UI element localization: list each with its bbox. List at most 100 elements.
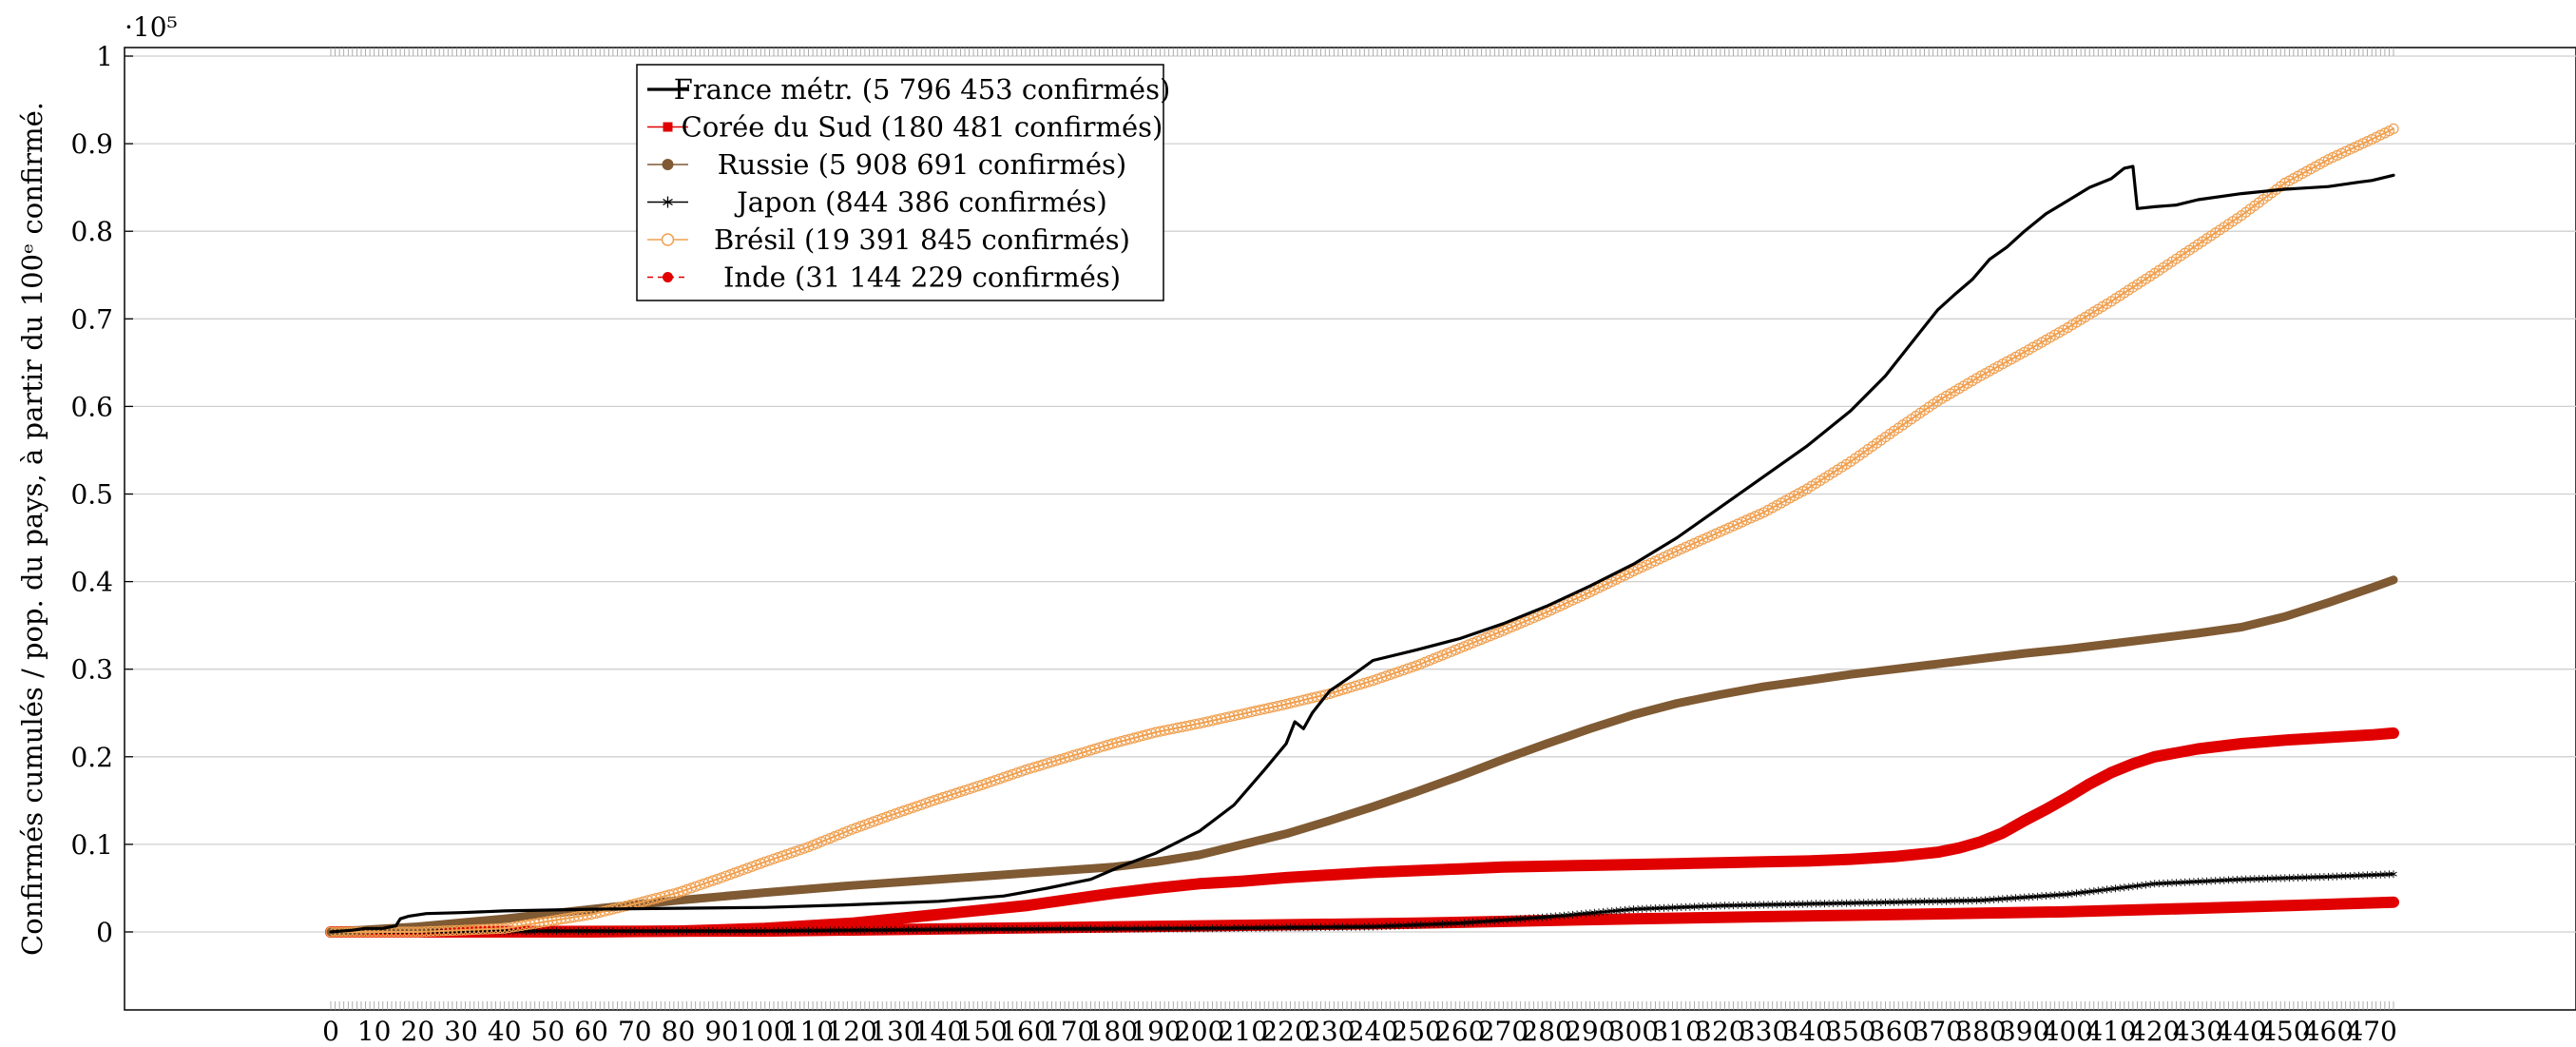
y-tick-label-1: 0.1 bbox=[70, 829, 113, 861]
y-tick-label-4: 0.4 bbox=[70, 567, 113, 598]
x-tick-label-22: 220 bbox=[1260, 1016, 1311, 1047]
series-layer bbox=[325, 123, 2399, 938]
x-tick-label-13: 130 bbox=[870, 1016, 920, 1047]
y-tick-label-7: 0.7 bbox=[70, 303, 113, 335]
y-tick-label-8: 0.8 bbox=[70, 216, 113, 247]
x-tick-label-1: 10 bbox=[357, 1016, 392, 1047]
marker bbox=[503, 921, 514, 934]
legend-label-2: Russie (5 908 691 confirmés) bbox=[718, 148, 1127, 181]
series-line-5 bbox=[325, 727, 2399, 938]
x-tick-label-38: 380 bbox=[1955, 1016, 2006, 1047]
marker bbox=[469, 923, 480, 936]
marker bbox=[486, 923, 497, 935]
legend-entry-4: Brésil (19 391 845 confirmés) bbox=[647, 223, 1130, 256]
x-tick-label-16: 160 bbox=[1000, 1016, 1050, 1047]
x-tick-label-42: 420 bbox=[2129, 1016, 2180, 1047]
marker bbox=[420, 925, 433, 938]
x-tick-label-24: 240 bbox=[1348, 1016, 1398, 1047]
series-4 bbox=[325, 123, 2399, 938]
x-tick-label-31: 310 bbox=[1651, 1016, 1701, 1047]
y-tick-label-2: 0.2 bbox=[70, 742, 113, 773]
marker bbox=[399, 926, 411, 938]
legend-entry-5: Inde (31 144 229 confirmés) bbox=[647, 262, 1121, 294]
marker bbox=[408, 926, 419, 938]
x-tick-label-34: 340 bbox=[1782, 1016, 1833, 1047]
series-5 bbox=[325, 727, 2399, 938]
x-tick-label-40: 400 bbox=[2043, 1016, 2093, 1047]
x-tick-label-27: 270 bbox=[1478, 1016, 1528, 1047]
legend-box bbox=[636, 64, 1164, 301]
y-axis-ticks: 0 0.1 0.2 0.3 0.4 0.5 0.6 0.7 0.8 0.9 1 bbox=[70, 41, 133, 948]
marker bbox=[477, 923, 489, 935]
legend-marker-3 bbox=[663, 196, 673, 208]
y-tick-label-9: 0.9 bbox=[70, 128, 113, 160]
x-tick-label-37: 370 bbox=[1913, 1016, 1963, 1047]
x-tick-label-39: 390 bbox=[1999, 1016, 2049, 1047]
series-0 bbox=[329, 165, 2395, 934]
x-tick-label-44: 440 bbox=[2216, 1016, 2266, 1047]
x-tick-label-23: 230 bbox=[1304, 1016, 1355, 1047]
marker bbox=[520, 919, 532, 931]
legend-label-5: Inde (31 144 229 confirmés) bbox=[723, 262, 1121, 294]
series-line-0 bbox=[329, 165, 2395, 934]
x-tick-label-11: 110 bbox=[783, 1016, 834, 1047]
marker bbox=[433, 925, 445, 937]
legend-marker-2 bbox=[662, 159, 674, 170]
legend-entries: France métr. (5 796 453 confirmés) Corée … bbox=[647, 73, 1170, 294]
marker bbox=[2388, 123, 2399, 134]
x-tick-label-47: 470 bbox=[2346, 1016, 2396, 1047]
legend-label-0: France métr. (5 796 453 confirmés) bbox=[674, 73, 1171, 106]
marker bbox=[490, 923, 502, 935]
series-2 bbox=[326, 575, 2398, 937]
marker bbox=[560, 913, 571, 924]
marker bbox=[564, 912, 575, 923]
legend-entry-1: Corée du Sud (180 481 confirmés) bbox=[647, 111, 1163, 144]
x-tick-label-3: 30 bbox=[444, 1016, 478, 1047]
plot-area bbox=[124, 47, 2576, 1011]
y-axis-title: Confirmés cumulés / pop. du pays, à part… bbox=[16, 102, 48, 956]
x-tick-label-29: 290 bbox=[1565, 1016, 1615, 1047]
y-tick-label-0: 0 bbox=[96, 917, 113, 948]
x-tick-label-36: 360 bbox=[1869, 1016, 1919, 1047]
x-axis-ticks: 0 10 20 30 40 50 60 70 80 90 100110120130140150160… bbox=[322, 1016, 2397, 1047]
marker bbox=[438, 925, 450, 937]
y-tick-label-5: 0.5 bbox=[70, 479, 113, 511]
series-line-2 bbox=[326, 575, 2398, 937]
marker bbox=[494, 922, 506, 935]
x-tick-label-32: 320 bbox=[1695, 1016, 1745, 1047]
x-tick-label-2: 20 bbox=[401, 1016, 435, 1047]
marker bbox=[351, 926, 362, 938]
marker bbox=[430, 925, 441, 937]
marker bbox=[516, 920, 528, 932]
legend-marker-4 bbox=[661, 233, 675, 246]
x-tick-label-8: 80 bbox=[662, 1016, 696, 1047]
legend-label-3: Japon (844 386 confirmés) bbox=[734, 186, 1107, 219]
x-tick-label-35: 350 bbox=[1825, 1016, 1875, 1047]
x-tick-label-46: 460 bbox=[2303, 1016, 2354, 1047]
marker bbox=[550, 914, 563, 926]
x-tick-label-9: 90 bbox=[704, 1016, 739, 1047]
y-tick-label-3: 0.3 bbox=[70, 654, 113, 686]
x-tick-marks bbox=[330, 48, 2394, 1010]
marker bbox=[425, 925, 436, 938]
x-tick-label-45: 450 bbox=[2259, 1016, 2310, 1047]
grid-lines bbox=[125, 55, 2576, 933]
x-tick-label-17: 170 bbox=[1044, 1016, 1094, 1047]
y-tick-label-6: 0.6 bbox=[70, 391, 113, 422]
x-tick-label-12: 120 bbox=[826, 1016, 876, 1047]
y-exponent-label: ·10⁵ bbox=[125, 11, 178, 43]
marker bbox=[394, 926, 406, 938]
marker bbox=[451, 924, 463, 936]
marker bbox=[547, 915, 558, 926]
x-tick-label-26: 260 bbox=[1434, 1016, 1485, 1047]
marker bbox=[472, 923, 484, 936]
marker bbox=[464, 924, 475, 936]
marker bbox=[447, 924, 458, 937]
legend-entry-2: Russie (5 908 691 confirmés) bbox=[647, 148, 1126, 181]
x-tick-label-41: 410 bbox=[2086, 1016, 2136, 1047]
marker bbox=[572, 911, 585, 922]
marker bbox=[356, 926, 367, 938]
x-tick-label-19: 190 bbox=[1130, 1016, 1181, 1047]
x-tick-label-14: 140 bbox=[913, 1016, 964, 1047]
